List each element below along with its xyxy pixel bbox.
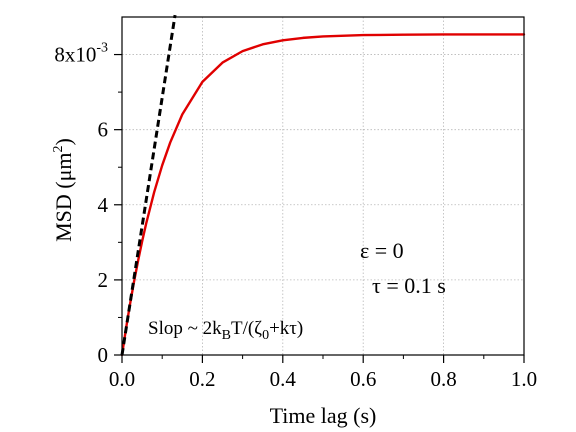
slope-prefix: Slop ~ 2k [148,318,222,339]
epsilon-annotation: ε = 0 [360,238,404,263]
x-tick-label: 0.4 [270,367,297,391]
slope-subscript-0: 0 [262,328,269,343]
y-tick-label: 2 [98,268,109,292]
x-tick-label: 0.2 [189,367,215,391]
tick-labels: 0.0 0.2 0.4 0.6 0.8 1.0 0 2 4 6 8x10-3 [54,41,537,391]
tau-annotation: τ = 0.1 s [372,273,446,298]
y-axis-title-superscript: 2 [51,145,66,152]
grid-lines [122,17,524,355]
slope-annotation: Slop ~ 2kBT/(ζ0+kτ) [148,318,303,343]
msd-curve-line [120,33,526,357]
y-top-tick-label: 8x10-3 [54,41,108,67]
series-group [120,14,526,357]
x-tick-label: 0.8 [430,367,456,391]
x-tick-label: 0.6 [350,367,376,391]
y-tick-label: 6 [98,118,109,142]
initial-slope-dashed-line [120,14,177,356]
plot-frame [121,16,525,356]
y-top-tick-base: 8x10 [54,43,96,67]
slope-suffix: +kτ) [269,318,303,339]
slope-subscript-b: B [222,328,231,343]
x-axis-title: Time lag (s) [270,403,377,428]
y-axis-title-close: ) [51,138,76,145]
y-top-tick-exponent: -3 [96,41,108,56]
y-tick-label: 0 [98,343,109,367]
x-tick-label: 0.0 [109,367,135,391]
y-tick-label: 4 [98,193,109,217]
tick-marks [114,53,525,363]
slope-mid: T/(ζ [231,318,262,339]
x-tick-label: 1.0 [511,367,537,391]
y-axis-title: MSD (μm2) [51,138,76,242]
y-axis-title-main: MSD (μm [51,152,76,241]
